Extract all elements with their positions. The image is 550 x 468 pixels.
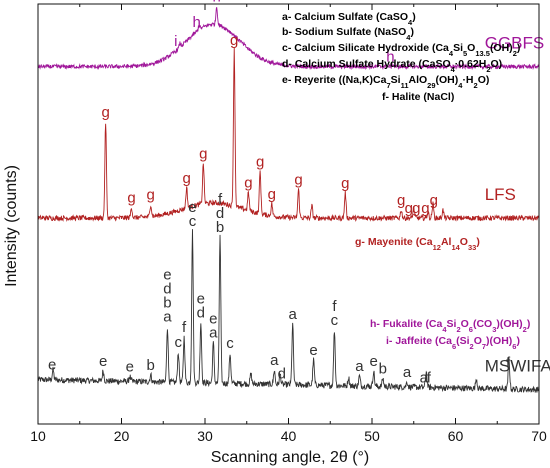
legend-entry-a: a- Calcium Sulfate (CaSO4) (282, 11, 416, 27)
peak-label-mswifa-17-0: a (355, 358, 364, 375)
peak-label-mswifa-19-0: b (379, 360, 387, 377)
x-tick-label-10: 10 (30, 428, 46, 444)
peak-label-mswifa-14-0: a (289, 306, 298, 323)
peak-label-lfs-0-0: g (101, 104, 109, 121)
peak-label-lfs-5-0: g (230, 32, 238, 49)
peak-label-mswifa-20-0: a (403, 364, 412, 381)
peak-label-lfs-10-0: g (341, 175, 349, 192)
peak-label-mswifa-4-1: d (163, 281, 171, 298)
peak-label-lfs-7-0: g (256, 153, 264, 170)
peak-label-mswifa-9-0: e (209, 311, 217, 328)
peak-label-mswifa-23-0: f (506, 354, 511, 371)
peak-label-mswifa-9-1: a (209, 325, 218, 342)
peak-label-mswifa-18-0: e (369, 353, 377, 370)
peak-label-mswifa-4-3: a (163, 309, 172, 326)
peak-label-lfs-9-0: g (294, 172, 302, 189)
legend-entry-e: e- Reyerite ((Na,K)Ca7Si11AlO29(OH)4·H2O… (282, 74, 489, 90)
legend-entry-h: h- Fukalite (Ca4Si2O6(CO3)(OH)2) (370, 318, 530, 334)
x-tick-label-70: 70 (531, 428, 547, 444)
peak-label-lfs-11-0: g (397, 192, 405, 209)
x-tick-label-50: 50 (364, 428, 380, 444)
legend-entry-i: i- Jaffeite (Ca6(Si2O7)(OH)6) (386, 335, 520, 351)
peak-label-lfs-12-0: g (405, 200, 413, 217)
peak-label-mswifa-8-1: d (197, 304, 205, 321)
peak-label-ggbfs-3-0: h (386, 49, 394, 66)
peak-label-mswifa-1-0: e (99, 353, 107, 370)
y-axis-label: Intensity (counts) (3, 165, 20, 287)
x-tick-label-60: 60 (448, 428, 464, 444)
series-name-mswifa: MSWIFA (485, 357, 550, 376)
peak-label-mswifa-12-0: a (270, 352, 279, 369)
peak-label-mswifa-22-0: f (427, 369, 432, 386)
peak-label-mswifa-11-0: c (226, 335, 234, 352)
x-tick-label-30: 30 (197, 428, 213, 444)
legend-entry-b: b- Sodium Sulfate (NaSO4) (282, 26, 414, 42)
legend-entry-g: g- Mayenite (Ca12Al14O33) (355, 236, 480, 252)
legend-entry-d: d- Calcium Sulfate Hydrate (CaSO4·0.62H2… (282, 58, 502, 74)
peak-label-lfs-2-0: g (147, 186, 155, 203)
peak-label-lfs-3-0: g (182, 170, 190, 187)
peak-label-ggbfs-1-0: h (192, 14, 200, 31)
peak-label-mswifa-6-0: f (182, 319, 187, 336)
peak-label-mswifa-13-0: d (278, 366, 286, 383)
peak-label-lfs-4-0: g (199, 145, 207, 162)
peak-label-mswifa-15-0: e (309, 342, 317, 359)
peak-label-mswifa-21-0: a (420, 369, 429, 386)
peak-label-ggbfs-0-0: i (174, 33, 177, 50)
peak-label-mswifa-0-0: e (48, 356, 56, 373)
x-tick-label-40: 40 (281, 428, 297, 444)
peak-label-lfs-1-0: g (127, 190, 135, 207)
series-line-mswifa (37, 229, 540, 393)
peak-label-mswifa-10-1: d (216, 205, 224, 222)
peak-label-mswifa-16-1: c (331, 312, 339, 329)
peak-label-mswifa-10-0: f (218, 191, 223, 208)
peak-label-mswifa-2-0: e (126, 358, 134, 375)
series-line-ggbfs (37, 7, 540, 71)
peak-label-lfs-13-0: g (412, 200, 420, 217)
x-axis-label: Scanning angle, 2θ (°) (211, 449, 370, 466)
x-tick-label-20: 20 (114, 428, 130, 444)
peak-label-mswifa-16-0: f (332, 298, 337, 315)
peak-label-ggbfs-2-1: h (213, 0, 221, 5)
peak-label-lfs-6-0: g (244, 174, 252, 191)
peak-label-mswifa-7-1: c (189, 213, 197, 230)
legend-entry-f: f- Halite (NaCl) (382, 91, 454, 103)
peak-label-mswifa-10-2: b (216, 219, 224, 236)
series-name-ggbfs: GGBFS (485, 34, 545, 53)
peak-label-lfs-14-0: g (421, 200, 429, 217)
peak-label-lfs-15-0: g (430, 192, 438, 209)
series-name-lfs: LFS (485, 185, 516, 204)
peak-label-mswifa-7-0: e (188, 199, 196, 216)
peak-label-mswifa-4-2: b (163, 295, 171, 312)
peak-label-mswifa-4-0: e (163, 267, 171, 284)
peak-label-mswifa-3-0: b (147, 357, 155, 374)
series-line-lfs (37, 47, 540, 222)
legend-entry-c: c- Calcium Silicate Hydroxide (Ca4Si5O13… (282, 42, 520, 58)
peak-label-mswifa-8-0: e (197, 290, 205, 307)
peak-label-lfs-8-0: g (268, 186, 276, 203)
peak-label-mswifa-5-0: c (175, 334, 183, 351)
